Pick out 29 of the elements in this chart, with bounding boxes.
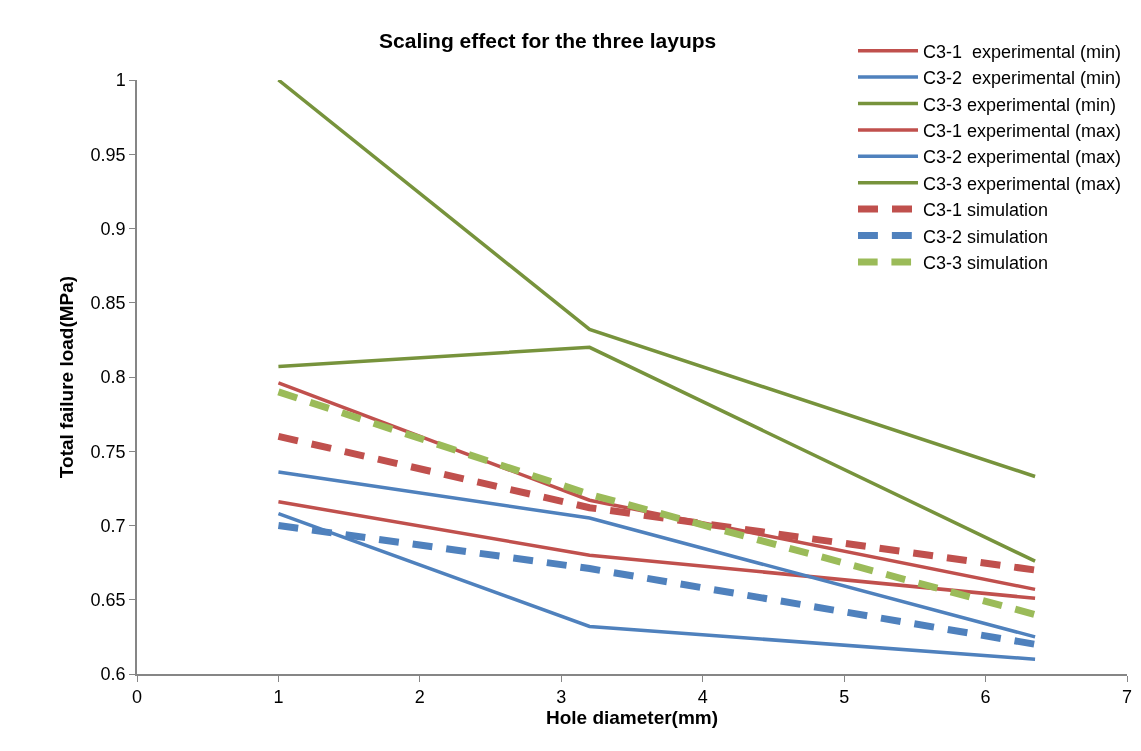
legend-label: C3-1 experimental (min)	[923, 41, 1122, 62]
chart-title: Scaling effect for the three layups	[379, 29, 717, 53]
x-axis-title: Hole diameter(mm)	[545, 707, 719, 729]
x-tick-label: 7	[1121, 687, 1133, 708]
x-tick-label: 2	[414, 687, 425, 708]
legend-label: C3-1 experimental (max)	[923, 120, 1122, 141]
y-tick-label: 0.75	[90, 441, 126, 462]
y-axis-title: Total failure load(MPa)	[55, 275, 77, 479]
legend-label: C3-1 simulation	[923, 200, 1049, 221]
y-tick-label: 0.7	[100, 515, 126, 536]
x-tick-label: 3	[556, 687, 567, 708]
x-tick-label: 4	[697, 687, 708, 708]
x-tick-label: 0	[131, 687, 143, 708]
legend-label: C3-2 experimental (min)	[923, 68, 1122, 89]
legend-label: C3-2 simulation	[923, 226, 1049, 247]
x-tick-label: 5	[839, 687, 850, 708]
y-tick-label: 1	[115, 70, 126, 91]
legend-label: C3-2 experimental (max)	[923, 147, 1122, 168]
x-tick-label: 1	[273, 687, 284, 708]
y-tick-label: 0.85	[90, 293, 126, 314]
legend-label: C3-3 experimental (min)	[923, 94, 1117, 115]
legend-label: C3-3 simulation	[923, 252, 1049, 273]
y-tick-label: 0.8	[100, 367, 126, 388]
y-tick-label: 0.9	[100, 218, 126, 239]
y-tick-label: 0.95	[90, 144, 126, 165]
y-tick-label: 0.65	[90, 590, 126, 611]
y-tick-label: 0.6	[100, 664, 126, 685]
x-tick-label: 6	[980, 687, 991, 708]
legend-label: C3-3 experimental (max)	[923, 173, 1122, 194]
